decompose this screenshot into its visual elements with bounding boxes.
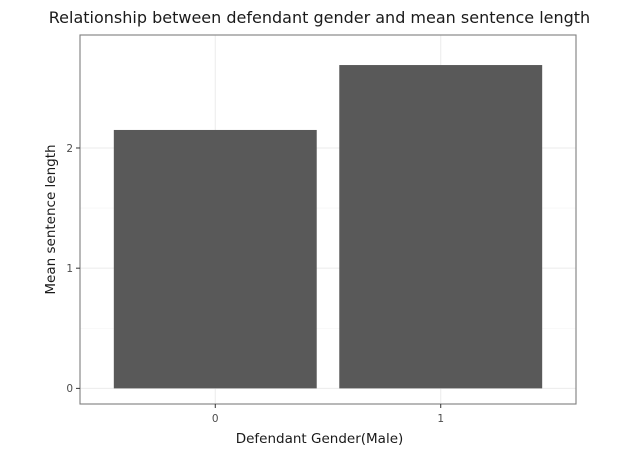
bar-0 bbox=[113, 129, 317, 389]
y-axis: 0 1 2 bbox=[66, 143, 80, 395]
y-tick-label: 2 bbox=[66, 143, 73, 155]
y-tick-label: 1 bbox=[66, 263, 73, 275]
y-axis-title: Mean sentence length bbox=[43, 144, 59, 294]
bars bbox=[113, 65, 543, 389]
x-axis-title: Defendant Gender(Male) bbox=[236, 431, 404, 447]
x-tick-label: 0 bbox=[212, 413, 219, 425]
bar-1 bbox=[339, 65, 543, 389]
panel-border bbox=[79, 34, 577, 405]
x-tick-label: 1 bbox=[437, 413, 444, 425]
y-tick-label: 0 bbox=[66, 383, 73, 395]
chart-title: Relationship between defendant gender an… bbox=[49, 8, 590, 27]
